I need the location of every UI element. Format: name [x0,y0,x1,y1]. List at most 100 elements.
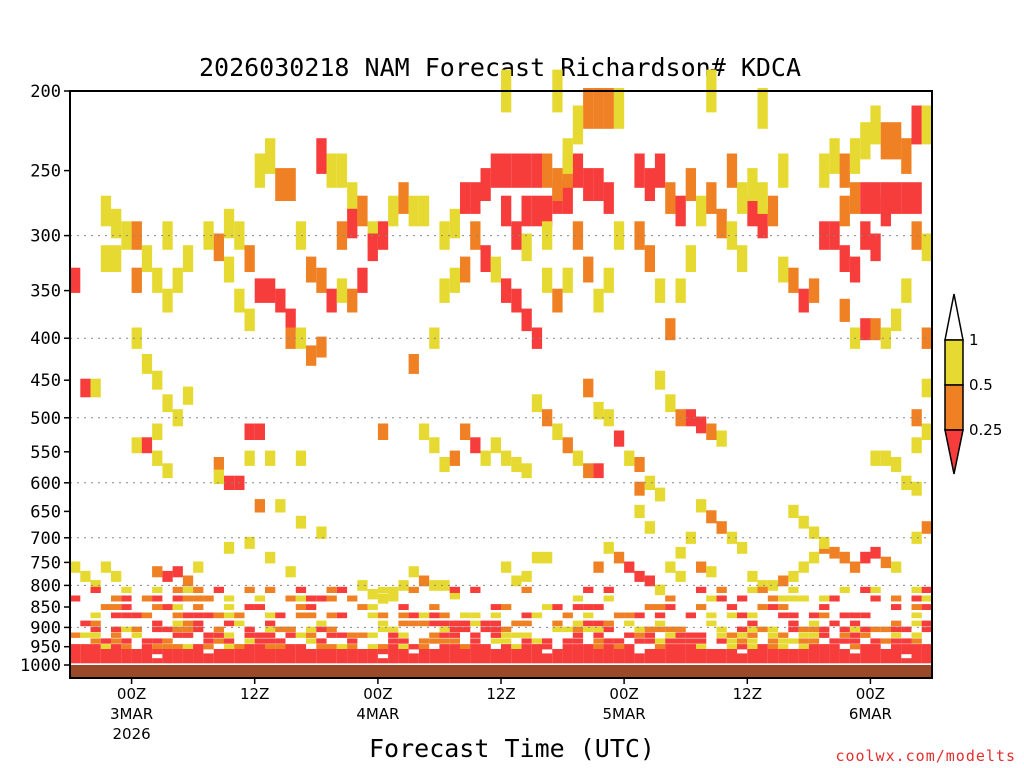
ri-cell [593,288,604,313]
ri-cell [275,499,286,513]
band-cell [193,653,204,659]
band-cell [788,586,799,593]
band-cell [295,644,307,650]
band-cell [747,620,758,627]
band-cell [100,658,112,664]
band-cell [747,649,758,655]
band-cell [347,632,358,638]
band-cell [552,658,563,664]
band-cell [162,626,173,633]
ri-cell [408,566,419,578]
ri-cell [162,570,173,582]
band-cell [377,649,389,655]
ri-cell [706,510,717,524]
ri-cell [654,584,666,596]
band-cell [285,632,296,638]
band-cell [696,632,707,638]
ri-cell [131,267,142,293]
band-cell [418,612,430,619]
band-cell [839,653,850,659]
band-cell [767,632,779,638]
band-cell [367,644,378,650]
y-tick-label: 800 [30,576,61,596]
band-cell [849,620,861,627]
band-cell [562,644,573,650]
band-cell [901,644,912,650]
ri-cell [880,182,891,214]
band-cell [203,653,214,659]
ri-cell [911,437,922,454]
ri-cell [634,504,645,518]
band-cell [860,658,871,664]
band-cell [921,649,932,655]
band-cell [336,632,348,638]
ri-cell [521,463,532,479]
band-cell [552,604,563,610]
band-cell [726,658,738,664]
band-cell [552,626,563,633]
ri-cell [891,122,902,160]
band-cell [644,658,655,664]
band-cell [767,626,779,633]
band-cell [901,638,912,644]
ri-cell [860,122,871,160]
band-cell [839,586,850,593]
band-cell [634,626,645,633]
ri-cell [388,195,399,227]
ri-cell [501,278,512,303]
band-cell [654,620,666,627]
band-cell [121,586,132,593]
band-cell [223,632,235,638]
band-cell [593,653,604,659]
band-cell [408,658,419,664]
band-cell [162,644,173,650]
band-cell [439,644,450,650]
band-cell [644,653,655,659]
ri-cell [860,318,871,341]
band-cell [603,649,614,655]
band-cell [747,638,758,644]
band-cell [778,638,789,644]
band-cell [460,653,471,659]
band-cell [388,632,399,638]
band-cell [234,653,245,659]
ri-cell [111,570,122,582]
ri-cell [141,245,153,272]
ri-cell [696,561,707,573]
ri-cell [685,531,696,544]
band-cell [665,658,676,664]
band-cell [839,658,850,664]
band-cell [418,658,430,664]
x-tick-label: 00Z [363,685,392,703]
band-cell [531,644,543,650]
ri-cell [100,245,112,272]
band-cell [778,653,789,659]
ri-cell [613,221,625,250]
band-cell [613,612,625,619]
band-cell [336,612,348,619]
band-cell [429,653,440,659]
band-cell [90,658,101,664]
band-cell [880,658,891,664]
band-cell [921,586,932,593]
band-cell [439,638,450,644]
band-cell [295,586,307,593]
ri-cell [880,327,891,349]
band-cell [326,632,337,638]
band-cell [244,604,255,610]
band-cell [490,638,501,644]
band-cell [111,653,122,659]
ri-cell [634,153,645,188]
band-cell [439,658,450,664]
ri-cell [562,437,573,454]
band-cell [819,653,830,659]
band-cell [778,632,789,638]
band-cell [593,644,604,650]
band-cell [234,649,245,655]
band-cell [583,653,594,659]
band-cell [254,638,265,644]
colorbar-label-1: 1 [969,331,979,349]
x-axis-label: Forecast Time (UTC) [369,734,655,763]
band-cell [265,644,276,650]
band-cell [788,653,799,659]
